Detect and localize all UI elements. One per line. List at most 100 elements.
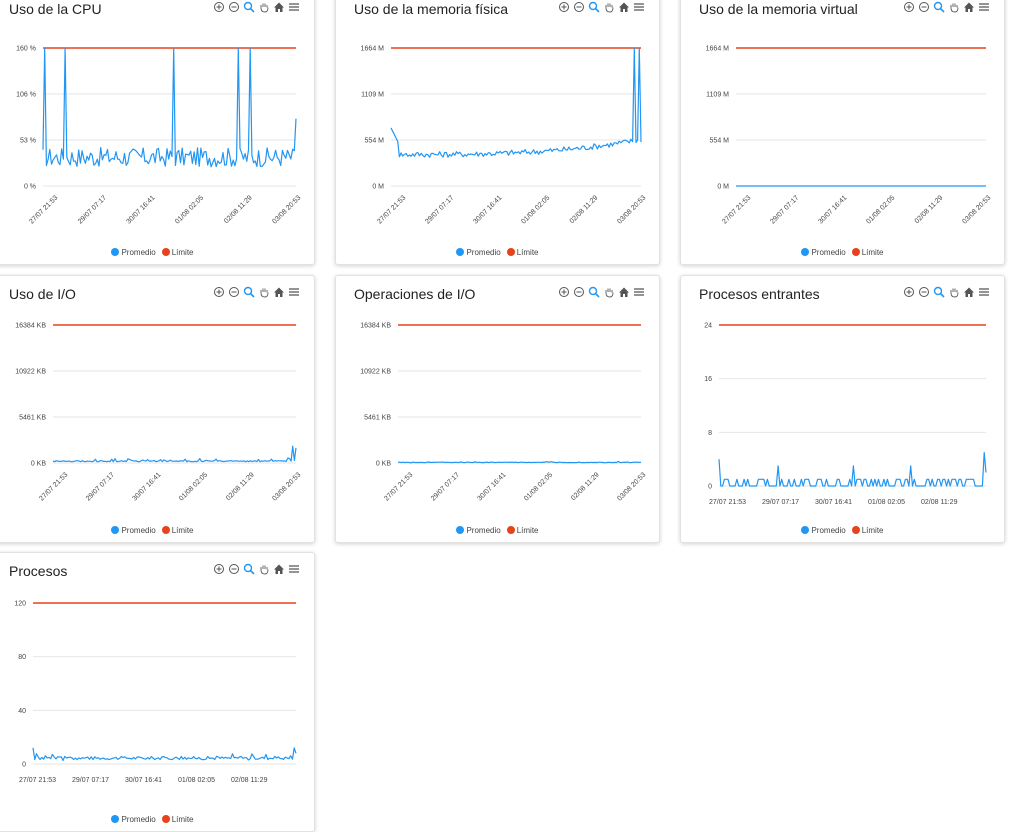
series-line-promedio bbox=[42, 47, 297, 168]
y-tick-label: 80 bbox=[18, 654, 26, 661]
x-tick-label: 01/08 02:05 bbox=[865, 194, 896, 225]
zoom-out-icon[interactable] bbox=[228, 1, 240, 13]
zoom-in-icon[interactable] bbox=[213, 286, 225, 298]
pan-hand-icon[interactable] bbox=[948, 286, 960, 298]
home-reset-icon[interactable] bbox=[273, 563, 285, 575]
x-tick-label: 30/07 16:41 bbox=[472, 194, 503, 225]
x-tick-label: 01/08 02:05 bbox=[178, 471, 209, 502]
legend-item-average[interactable]: Promedio bbox=[801, 526, 846, 535]
zoom-selection-icon[interactable] bbox=[933, 1, 945, 13]
home-reset-icon[interactable] bbox=[618, 1, 630, 13]
zoom-in-icon[interactable] bbox=[558, 286, 570, 298]
x-tick-label: 03/08 20:53 bbox=[271, 194, 302, 225]
chart-legend: Promedio Límite bbox=[336, 246, 659, 258]
pan-hand-icon[interactable] bbox=[948, 1, 960, 13]
legend-item-average[interactable]: Promedio bbox=[111, 248, 156, 257]
chart-legend: Promedio Límite bbox=[0, 246, 314, 258]
menu-icon[interactable] bbox=[978, 1, 990, 13]
legend-item-limit[interactable]: Límite bbox=[506, 526, 539, 535]
home-reset-icon[interactable] bbox=[273, 286, 285, 298]
zoom-selection-icon[interactable] bbox=[243, 286, 255, 298]
legend-marker-icon bbox=[506, 526, 515, 534]
menu-icon[interactable] bbox=[288, 563, 300, 575]
menu-icon[interactable] bbox=[633, 286, 645, 298]
legend-label: Límite bbox=[171, 247, 194, 257]
menu-icon[interactable] bbox=[633, 1, 645, 13]
legend-label: Límite bbox=[171, 525, 194, 535]
zoom-selection-icon[interactable] bbox=[243, 563, 255, 575]
chart-legend: Promedio Límite bbox=[681, 524, 1004, 536]
home-reset-icon[interactable] bbox=[963, 286, 975, 298]
zoom-selection-icon[interactable] bbox=[243, 1, 255, 13]
legend-marker-icon bbox=[161, 526, 170, 534]
x-tick-label: 01/08 02:05 bbox=[174, 194, 205, 225]
zoom-in-icon[interactable] bbox=[558, 1, 570, 13]
zoom-selection-icon[interactable] bbox=[588, 1, 600, 13]
legend-item-limit[interactable]: Límite bbox=[161, 525, 194, 535]
legend-marker-icon bbox=[111, 526, 120, 534]
legend-marker-icon bbox=[456, 526, 465, 534]
legend-label: Promedio bbox=[466, 525, 501, 535]
menu-icon[interactable] bbox=[288, 1, 300, 13]
legend-marker-icon bbox=[851, 248, 860, 256]
zoom-selection-icon[interactable] bbox=[588, 286, 600, 298]
y-tick-label: 40 bbox=[18, 708, 26, 715]
pan-hand-icon[interactable] bbox=[603, 1, 615, 13]
chart-toolbar bbox=[903, 286, 990, 298]
y-tick-label: 1664 M bbox=[706, 46, 730, 53]
legend-item-limit[interactable]: Límite bbox=[506, 248, 539, 257]
x-tick-label: 30/07 16:41 bbox=[477, 471, 508, 502]
x-tick-label: 29/07 07:17 bbox=[430, 471, 461, 502]
x-tick-label: 27/07 21:53 bbox=[28, 194, 59, 225]
pan-hand-icon[interactable] bbox=[603, 286, 615, 298]
chart-toolbar bbox=[213, 286, 300, 298]
chart-title: Uso de la memoria física bbox=[354, 1, 509, 17]
zoom-out-icon[interactable] bbox=[573, 1, 585, 13]
home-reset-icon[interactable] bbox=[273, 1, 285, 13]
legend-marker-icon bbox=[111, 815, 120, 823]
menu-icon[interactable] bbox=[978, 286, 990, 298]
legend-item-limit[interactable]: Límite bbox=[851, 248, 884, 257]
legend-label: Promedio bbox=[121, 814, 156, 824]
y-tick-label: 0 M bbox=[372, 184, 384, 191]
zoom-in-icon[interactable] bbox=[213, 563, 225, 575]
legend-item-limit[interactable]: Límite bbox=[161, 815, 194, 824]
zoom-in-icon[interactable] bbox=[903, 286, 915, 298]
legend-item-limit[interactable]: Límite bbox=[851, 526, 884, 535]
x-tick-label: 29/07 07:17 bbox=[424, 194, 455, 225]
pan-hand-icon[interactable] bbox=[258, 1, 270, 13]
home-reset-icon[interactable] bbox=[963, 1, 975, 13]
legend-item-limit[interactable]: Límite bbox=[161, 247, 194, 257]
chart-title: Procesos bbox=[9, 563, 68, 579]
pan-hand-icon[interactable] bbox=[258, 286, 270, 298]
legend-item-average[interactable]: Promedio bbox=[456, 248, 501, 257]
chart-plot-area: 160 % 106 % 53 % 0 % 27/07 21:53 29/07 07:17 3… bbox=[16, 46, 302, 226]
chart-plot-area: 24 16 8 0 27/07 21:53 29/07 07:17 30/07 16:41 0… bbox=[704, 323, 987, 506]
y-tick-label: 1109 M bbox=[361, 92, 384, 99]
y-tick-label: 16 bbox=[704, 376, 712, 383]
zoom-out-icon[interactable] bbox=[573, 286, 585, 298]
x-tick-label: 27/07 21:53 bbox=[721, 194, 752, 225]
zoom-out-icon[interactable] bbox=[228, 286, 240, 298]
zoom-out-icon[interactable] bbox=[918, 286, 930, 298]
x-tick-label: 02/08 11:29 bbox=[914, 194, 945, 225]
home-reset-icon[interactable] bbox=[618, 286, 630, 298]
zoom-in-icon[interactable] bbox=[213, 1, 225, 13]
y-tick-label: 16384 KB bbox=[15, 323, 46, 330]
zoom-selection-icon[interactable] bbox=[933, 286, 945, 298]
chart-card-processes: Procesos 120 80 40 0 27/07 21:53 29/07 07:17 30… bbox=[0, 552, 315, 832]
legend-label: Promedio bbox=[811, 247, 846, 257]
chart-title: Uso de la CPU bbox=[9, 1, 102, 17]
zoom-out-icon[interactable] bbox=[918, 1, 930, 13]
zoom-in-icon[interactable] bbox=[903, 1, 915, 13]
legend-item-average[interactable]: Promedio bbox=[456, 525, 501, 535]
chart-plot-area: 16384 KB 10922 KB 5461 KB 0 KB 27/07 21:53 29… bbox=[15, 323, 302, 503]
pan-hand-icon[interactable] bbox=[258, 563, 270, 575]
legend-marker-icon bbox=[456, 248, 465, 256]
legend-marker-icon bbox=[161, 248, 170, 256]
legend-item-average[interactable]: Promedio bbox=[111, 526, 156, 535]
legend-item-average[interactable]: Promedio bbox=[801, 247, 846, 257]
legend-item-average[interactable]: Promedio bbox=[111, 814, 156, 824]
menu-icon[interactable] bbox=[288, 286, 300, 298]
zoom-out-icon[interactable] bbox=[228, 563, 240, 575]
